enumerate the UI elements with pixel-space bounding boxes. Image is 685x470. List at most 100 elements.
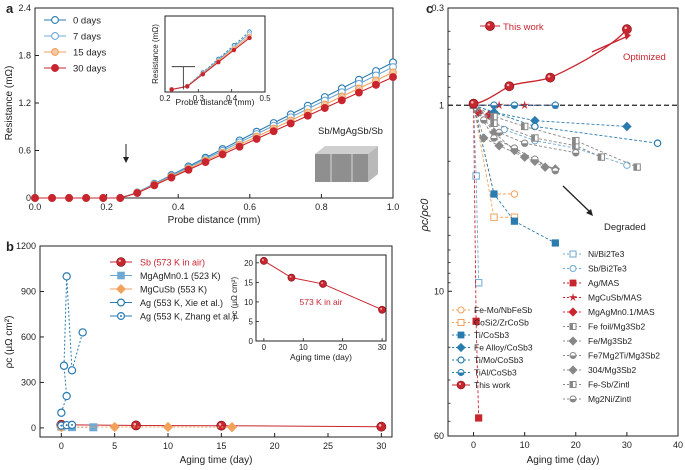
legend-c-marker-half (570, 323, 573, 330)
legend-b-marker-shape (116, 257, 126, 267)
series-b-ag-553-k-xie-et-al-point-shape (67, 366, 77, 375)
series-b-ag-553-k-xie-et-al-point-shape (57, 408, 66, 417)
series-c-ni-bi2te3-point-shape (474, 279, 483, 287)
legend-c-label-ti-cosb3: Ti/CoSb3 (474, 330, 509, 340)
inset-b-point-highlight (321, 282, 323, 284)
series-c-ti-mo-cosb3-line (473, 104, 658, 144)
c-xtick-label: 10 (520, 440, 530, 450)
panel-label-b: b (6, 239, 14, 254)
series-c-304-mg3sb2-point (494, 140, 504, 151)
series-c-mg2ni-zintl-point-half (495, 132, 503, 136)
series-a-30-days-point (372, 80, 380, 89)
series-b-ag-553-k-xie-et-al-line (60, 276, 84, 413)
b-xtick-label: 30 (376, 441, 386, 451)
series-c-this-work-point-highlight (547, 75, 551, 78)
series-c-fe7mg2ti-mg3sb2-point (510, 144, 519, 152)
legend-c-marker-shape (569, 279, 577, 287)
panel-b-inset: 0 10 20 30 0 5 10 15 20 573 K in air Aging time … (230, 254, 387, 362)
series-c-tial-cosb3-point (551, 101, 560, 109)
series-b-ag-553-k-xie-et-al-point-shape (62, 272, 71, 281)
series-c-fe-foil-mg3sb2-point-half (572, 142, 576, 149)
inset-a-xtick-label: 0.4 (226, 94, 238, 103)
series-c-ti-cosb3-point-shape (490, 190, 498, 198)
series-c-ti-cosb3-point (551, 239, 559, 247)
degraded-arrow-head (586, 209, 593, 216)
legend-a-marker (51, 32, 59, 40)
series-c-fe-sb-zintl-point-half (521, 123, 525, 130)
legend-c-label-fe7mg2ti-mg3sb2: Fe7Mg2Ti/Mg3Sb2 (588, 351, 660, 361)
inset-b-point (378, 305, 386, 314)
series-a-30-days-point (48, 194, 56, 202)
series-c-fe-sb-zintl-point (520, 122, 529, 131)
a-ytick-label: 0.6 (18, 146, 31, 156)
legend-a-label-15-days: 15 days (73, 48, 107, 59)
legend-c-marker (568, 336, 578, 346)
series-b-ag-553-k-xie-et-al-point (59, 361, 69, 370)
legend-c-label-fe-mg3sb2: Fe/Mg3Sb2 (588, 336, 632, 346)
series-c-mg2ni-zintl-point-half (572, 152, 579, 156)
series-c-mg2ni-zintl-point-half (521, 143, 528, 147)
series-c-cosi2-zrcosb-point-shape (490, 213, 498, 221)
a-xtick-label: 0.6 (244, 202, 257, 212)
legend-c-marker (569, 250, 577, 258)
a-xtick-label: 1.0 (387, 202, 400, 212)
inset-b-point-shape (319, 280, 327, 288)
this-work-label-marker-highlight (487, 23, 490, 26)
series-c-fe-foil-mg3sb2-point-half (531, 134, 535, 142)
series-c-fe-alloy-cosb3-point (622, 121, 632, 132)
series-b-sb-573-k-in-air-point (216, 420, 227, 431)
series-b-mgcusb-553-k-point-shape (109, 421, 120, 433)
knee-arrow-head (123, 157, 129, 163)
series-b-ag-553-k-xie-et-al-point-shape (78, 328, 87, 337)
inset-b-ytick-label: 20 (244, 259, 253, 268)
series-a-30-days-line (35, 76, 394, 199)
series-b-ag-553-k-zhang-et-al-point-dot (71, 423, 73, 426)
legend-c-marker (568, 307, 578, 317)
legend-b-label-mgcusb-553-k: MgCuSb (553 K) (140, 285, 207, 295)
legend-c-marker (456, 380, 466, 390)
this-work-label: This work (503, 22, 544, 33)
series-c-fe7mg2ti-mg3sb2-point-half (511, 148, 518, 152)
series-a-30-days-point (354, 88, 363, 97)
series-b-sb-573-k-in-air-point (131, 420, 141, 431)
a-xtick-label: 0.0 (29, 202, 42, 212)
legend-c-marker (456, 342, 466, 353)
series-a-30-days-point (82, 194, 91, 202)
sample-label: Sb/MgAgSb/Sb (318, 126, 383, 137)
panel-b-frame (39, 245, 393, 438)
legend-b-label-mgagmn0-1-523-k: MgAgMn0.1 (523 K) (140, 271, 221, 281)
series-c-ag-mas-point-shape (475, 414, 483, 422)
series-c-fe-sb-zintl-point-half (633, 163, 638, 171)
series-c-mg2ni-zintl-point (480, 116, 488, 124)
legend-c-marker-shape (568, 307, 578, 317)
series-c-ti-cosb3-point (510, 217, 519, 225)
b-xtick-label: 10 (163, 441, 173, 451)
series-c-ag-mas-point-shape (472, 317, 480, 325)
series-c-ti-cosb3-point (490, 190, 498, 198)
series-b-sb-573-k-in-air-point-highlight (378, 424, 382, 427)
legend-b-label-sb-573-k-in-air: Sb (573 K in air) (140, 258, 205, 268)
inset-a-30-days-point (216, 59, 221, 65)
series-c-this-work-point-shape (468, 98, 479, 109)
legend-b-marker-shape (117, 271, 125, 280)
inset-b-point (319, 280, 327, 288)
series-c-tial-cosb3-point (510, 101, 519, 109)
a-ytick-label: 1.8 (18, 51, 31, 61)
series-c-sb-bi2te3-point-shape (623, 161, 631, 169)
inset-a-xtick-label: 0.5 (259, 94, 271, 103)
series-b-mgcusb-553-k-point-shape (162, 421, 174, 433)
panel-a-xlabel: Probe distance (mm) (168, 215, 261, 226)
panel-b-xlabel: Aging time (day) (180, 455, 253, 466)
legend-c-marker-half (570, 381, 573, 388)
a-ytick-label: 2.4 (18, 3, 31, 13)
series-c-cosi2-zrcosb-point (490, 213, 498, 221)
legend-c-marker-shape (456, 380, 466, 390)
series-a-30-days-point (201, 158, 210, 167)
legend-b-label-ag-553-k-xie-et-al: Ag (553 K, Xie et al.) (140, 298, 223, 308)
series-b-sb-573-k-in-air-point-shape (131, 420, 141, 431)
legend-c-label-sb-bi2te3: Sb/Bi2Te3 (588, 264, 627, 274)
legend-a-label-7-days: 7 days (73, 32, 101, 43)
series-a-30-days-point (303, 111, 312, 120)
inset-a-xtick-label: 0.2 (159, 94, 171, 103)
